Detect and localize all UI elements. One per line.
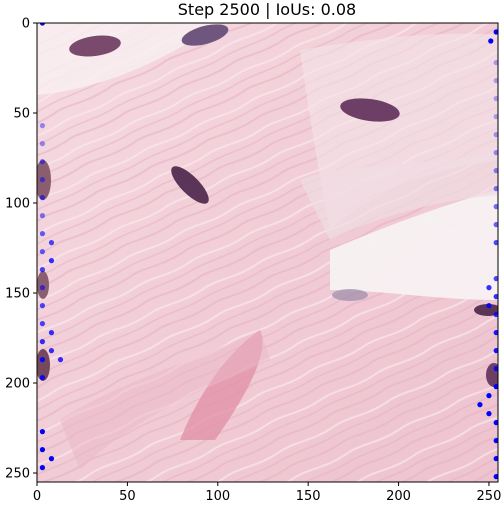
data-point: [493, 168, 498, 174]
y-tick-label: 100: [5, 197, 30, 212]
y-axis-ticks: 0 50 100 150 200 250: [5, 17, 37, 482]
data-point: [493, 96, 498, 102]
data-point: [48, 348, 55, 354]
data-point: [39, 267, 46, 273]
data-point: [48, 258, 55, 264]
data-point: [493, 132, 498, 138]
data-point: [493, 294, 498, 300]
data-point: [39, 375, 46, 381]
x-tick-label: 200: [386, 489, 411, 504]
data-point: [39, 249, 46, 255]
data-point: [39, 357, 46, 363]
data-point: [39, 303, 46, 309]
data-point: [493, 420, 498, 426]
y-tick-label: 150: [5, 287, 30, 302]
y-tick-label: 0: [22, 17, 30, 32]
data-point: [493, 78, 498, 84]
data-point: [493, 60, 498, 66]
data-point: [486, 411, 492, 417]
y-tick-label: 200: [5, 377, 30, 392]
data-point: [493, 222, 498, 228]
data-point: [493, 150, 498, 156]
data-point: [39, 195, 46, 201]
data-point: [39, 177, 46, 183]
data-point: [48, 240, 55, 246]
data-point: [39, 339, 46, 345]
data-point: [493, 186, 498, 192]
data-point: [493, 474, 498, 480]
x-tick-label: 100: [205, 489, 230, 504]
data-point: [486, 393, 492, 399]
x-tick-label: 50: [119, 489, 136, 504]
data-point: [39, 141, 46, 147]
data-point: [493, 456, 498, 462]
y-tick-label: 250: [5, 467, 30, 482]
histology-background: [37, 23, 498, 482]
data-point: [39, 159, 46, 165]
data-point: [493, 312, 498, 318]
data-point: [39, 321, 46, 327]
data-point: [57, 357, 64, 363]
data-point: [48, 456, 55, 462]
data-point: [486, 303, 492, 309]
y-tick-label: 50: [13, 107, 30, 122]
data-point: [493, 204, 498, 210]
data-point: [493, 276, 498, 282]
data-point: [493, 330, 498, 336]
data-point: [39, 23, 46, 26]
data-point: [39, 285, 46, 291]
data-point: [39, 123, 46, 129]
x-tick-label: 0: [33, 489, 41, 504]
data-point: [39, 447, 46, 453]
data-point: [493, 384, 498, 390]
data-point: [39, 429, 46, 435]
data-point: [477, 402, 483, 408]
data-point: [493, 114, 498, 120]
scatter-points: [39, 23, 498, 480]
x-tick-label: 150: [296, 489, 321, 504]
data-point: [486, 285, 492, 291]
data-point: [493, 240, 498, 246]
data-point: [48, 330, 55, 336]
data-point: [493, 29, 498, 35]
data-point: [493, 348, 498, 354]
data-point: [488, 38, 494, 44]
data-point: [39, 231, 46, 237]
x-axis-ticks: 0 50 100 150 200 250: [33, 482, 501, 504]
plot-frame: [36, 22, 499, 483]
data-point: [39, 213, 46, 219]
data-point: [39, 465, 46, 471]
chart-title: Step 2500 | IoUs: 0.08: [178, 0, 356, 19]
x-tick-label: 250: [477, 489, 501, 504]
data-point: [493, 438, 498, 444]
data-point: [493, 366, 498, 372]
